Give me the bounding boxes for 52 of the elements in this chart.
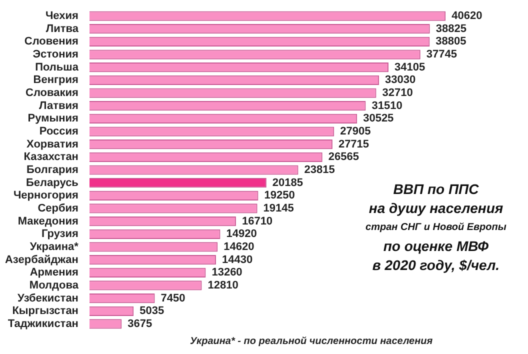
y-tick-label: Литва bbox=[46, 22, 80, 35]
data-label: 13260 bbox=[212, 266, 242, 279]
data-label: 20185 bbox=[272, 176, 304, 189]
y-tick-label: Азербайджан bbox=[4, 254, 78, 266]
data-label: 5035 bbox=[140, 305, 164, 318]
y-tick-label: Македония bbox=[18, 215, 78, 228]
y-tick-label: Россия bbox=[39, 126, 78, 138]
data-label: 16710 bbox=[242, 215, 273, 228]
y-tick-label: Узбекистан bbox=[18, 292, 78, 304]
y-tick-label: Украина* bbox=[30, 241, 80, 254]
data-label: 38825 bbox=[436, 22, 466, 35]
y-tick-label: Черногория bbox=[13, 190, 78, 202]
y-tick-label: Грузия bbox=[41, 228, 78, 240]
data-label: 33030 bbox=[385, 74, 416, 86]
data-label: 14430 bbox=[222, 254, 253, 266]
text: ВВП по ППС на душу населения стран СНГ и Новой Европы по оценке МВФ в 2020 году, $/чел. bbox=[364, 180, 508, 275]
y-tick-label: Хорватия bbox=[26, 138, 78, 150]
y-tick-label: Таджикистан bbox=[8, 318, 78, 330]
text: Украина* - по реальной численности населения bbox=[190, 336, 433, 347]
data-label: 26565 bbox=[328, 151, 359, 164]
y-tick-label: Беларусь bbox=[26, 176, 79, 189]
y-tick-label: Эстония bbox=[32, 48, 78, 61]
y-tick-label: Молдова bbox=[29, 280, 80, 292]
y-tick-label: Румыния bbox=[28, 112, 78, 125]
data-label: 40620 bbox=[452, 10, 482, 22]
data-label: 3675 bbox=[128, 318, 152, 330]
y-tick-label: Сербия bbox=[38, 202, 78, 215]
data-label: 12810 bbox=[208, 280, 238, 292]
data-label: 14920 bbox=[226, 228, 257, 240]
data-label: 31510 bbox=[372, 100, 402, 112]
y-tick-label: Латвия bbox=[39, 100, 78, 112]
data-label: 37745 bbox=[426, 48, 457, 61]
y-tick-label: Армения bbox=[30, 266, 78, 279]
data-label: 38805 bbox=[436, 36, 466, 48]
y-tick-label: Словакия bbox=[26, 87, 78, 100]
y-tick-label: Чехия bbox=[45, 10, 78, 22]
data-label: 23815 bbox=[304, 164, 335, 176]
data-label: 27715 bbox=[338, 138, 370, 150]
data-label: 32710 bbox=[382, 87, 413, 100]
data-label: 14620 bbox=[224, 241, 254, 254]
data-label: 34105 bbox=[394, 61, 426, 74]
data-label: 19145 bbox=[263, 202, 294, 215]
data-label: 27905 bbox=[340, 126, 371, 138]
data-label: 7450 bbox=[160, 292, 186, 304]
y-tick-label: Словения bbox=[24, 36, 78, 48]
y-tick-label: Польша bbox=[35, 61, 80, 74]
y-tick-label: Кыргызстан bbox=[12, 305, 78, 318]
y-tick-label: Венгрия bbox=[33, 74, 78, 86]
data-label: 30525 bbox=[363, 112, 394, 125]
y-tick-label: Казахстан bbox=[24, 151, 78, 164]
y-tick-label: Болгария bbox=[26, 164, 78, 176]
data-label: 19250 bbox=[264, 190, 295, 202]
